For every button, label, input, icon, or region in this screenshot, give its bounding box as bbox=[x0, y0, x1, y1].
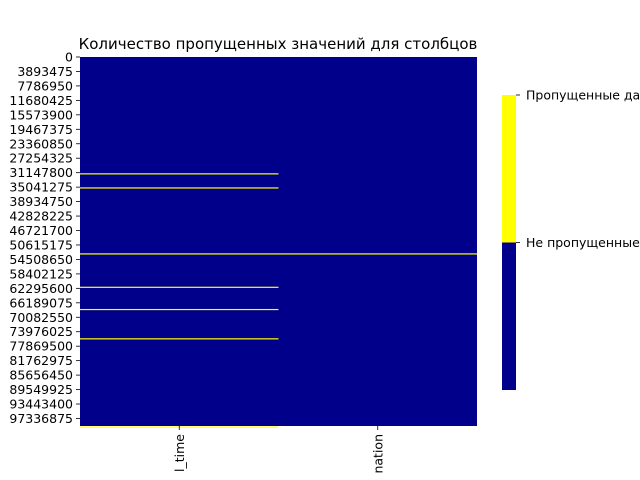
y-tick-label-12: 46721700 bbox=[9, 223, 73, 238]
y-axis: 0389347577869501168042515573900194673752… bbox=[9, 50, 80, 426]
y-tick-label-7: 27254325 bbox=[9, 151, 73, 166]
x-tick-label-nation: nation bbox=[370, 434, 385, 474]
y-tick-label-6: 23360850 bbox=[9, 136, 73, 151]
y-tick-label-25: 97336875 bbox=[9, 411, 73, 426]
y-tick-label-18: 70082550 bbox=[9, 310, 73, 325]
y-tick-label-5: 19467375 bbox=[9, 122, 73, 137]
y-tick-label-20: 77869500 bbox=[9, 339, 73, 354]
y-tick-label-2: 7786950 bbox=[17, 78, 73, 93]
y-tick-label-17: 66189075 bbox=[9, 295, 73, 310]
x-axis: l_time nation bbox=[172, 426, 385, 474]
y-tick-label-10: 38934750 bbox=[9, 194, 73, 209]
missing-mark-nation-0 bbox=[278, 253, 477, 255]
y-tick-label-11: 42828225 bbox=[9, 209, 73, 224]
heatmap-plot-area bbox=[80, 57, 477, 428]
colorbar-label-0: Не пропущенные данные bbox=[526, 235, 640, 250]
y-tick-label-14: 54508650 bbox=[9, 252, 73, 267]
y-tick-label-22: 85656450 bbox=[9, 368, 73, 383]
y-tick-label-1: 3893475 bbox=[17, 64, 73, 79]
missing-mark-l_time-3 bbox=[80, 286, 279, 288]
colorbar: Не пропущенные данные Пропущенные данные bbox=[502, 88, 640, 390]
missing-mark-l_time-5 bbox=[80, 338, 279, 340]
missing-mark-l_time-0 bbox=[80, 173, 279, 175]
y-tick-label-13: 50615175 bbox=[9, 237, 73, 252]
y-tick-label-0: 0 bbox=[65, 50, 73, 65]
y-tick-label-9: 35041275 bbox=[9, 180, 73, 195]
colorbar-segment-0 bbox=[502, 242, 516, 390]
y-tick-label-24: 93443400 bbox=[9, 397, 73, 412]
chart-title: Количество пропущенных значений для стол… bbox=[79, 35, 478, 53]
y-tick-label-23: 89549925 bbox=[9, 382, 73, 397]
y-tick-label-21: 81762975 bbox=[9, 353, 73, 368]
missing-mark-l_time-1 bbox=[80, 187, 279, 189]
y-tick-label-16: 62295600 bbox=[9, 281, 73, 296]
colorbar-segment-1 bbox=[502, 95, 516, 243]
y-tick-label-4: 15573900 bbox=[9, 107, 73, 122]
colorbar-label-1: Пропущенные данные bbox=[526, 88, 640, 103]
missing-mark-l_time-2 bbox=[80, 253, 279, 255]
missing-mark-l_time-4 bbox=[80, 308, 279, 311]
x-tick-label-l_time: l_time bbox=[172, 434, 187, 472]
heatmap-cell-l_time bbox=[80, 57, 279, 426]
y-tick-label-15: 58402125 bbox=[9, 266, 73, 281]
y-tick-label-19: 73976025 bbox=[9, 324, 73, 339]
y-tick-label-8: 31147800 bbox=[9, 165, 73, 180]
heatmap-cell-nation bbox=[278, 57, 477, 426]
y-tick-label-3: 11680425 bbox=[9, 93, 73, 108]
